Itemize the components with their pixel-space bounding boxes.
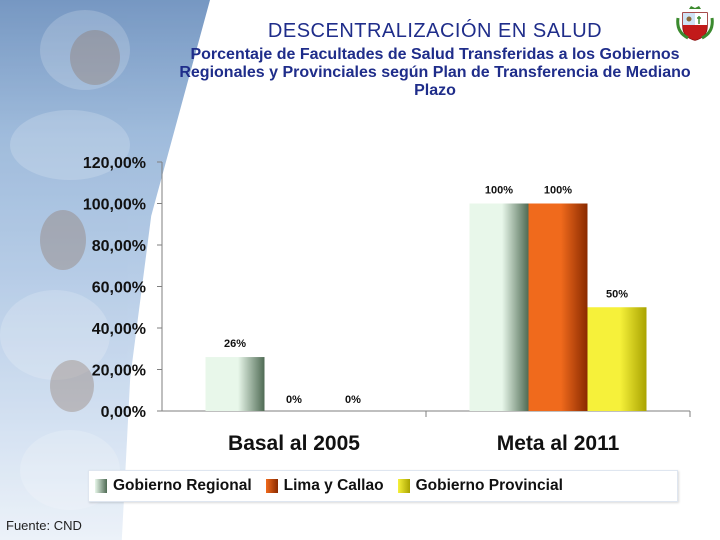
chart-subtitle: Porcentaje de Facultades de Salud Transf… [179, 46, 691, 99]
legend-label-gobierno-regional: Gobierno Regional [113, 477, 252, 494]
x-category-label: Meta al 2011 [497, 432, 620, 455]
data-label: 26% [224, 338, 246, 350]
legend-swatch-gobierno-regional [95, 479, 107, 493]
legend-swatch-lima-callao [265, 479, 278, 493]
data-label: 0% [286, 394, 302, 406]
y-tick-label: 60,00% [92, 280, 146, 297]
bar-gobierno-regional-0 [205, 357, 265, 411]
y-tick-label: 40,00% [92, 321, 146, 338]
y-tick-label: 120,00% [83, 155, 146, 172]
bar-chart: 0,00% 20,00% 40,00% 60,00% 80,00% 100,00% 120,… [83, 155, 691, 455]
legend-swatch-gobierno-provincial [397, 479, 410, 493]
data-label: 50% [606, 288, 628, 300]
bar-gobierno-regional-1 [469, 203, 529, 411]
data-label: 100% [485, 185, 513, 197]
source-note: Fuente: CND [6, 518, 82, 533]
data-label: 100% [544, 185, 572, 197]
y-tick-label: 0,00% [101, 404, 146, 421]
chart-legend: Gobierno Regional Lima y Callao Gobierno… [88, 470, 678, 502]
data-label: 0% [345, 394, 361, 406]
y-tick-label: 80,00% [92, 238, 146, 255]
legend-item-gobierno-provincial: Gobierno Provincial [397, 477, 563, 495]
y-tick-label: 100,00% [83, 197, 146, 214]
y-tick-label: 20,00% [92, 363, 146, 380]
legend-label-lima-callao: Lima y Callao [283, 477, 384, 494]
legend-item-lima-callao: Lima y Callao [265, 477, 384, 495]
legend-label-gobierno-provincial: Gobierno Provincial [415, 477, 563, 494]
legend-item-gobierno-regional: Gobierno Regional [95, 477, 252, 495]
bar-gobierno-provincial-1 [587, 307, 647, 411]
peru-coat-of-arms-icon [676, 6, 714, 41]
bar-lima-y-callao-1 [528, 203, 588, 411]
page-title: DESCENTRALIZACIÓN EN SALUD [267, 20, 603, 42]
x-category-label: Basal al 2005 [228, 432, 360, 455]
